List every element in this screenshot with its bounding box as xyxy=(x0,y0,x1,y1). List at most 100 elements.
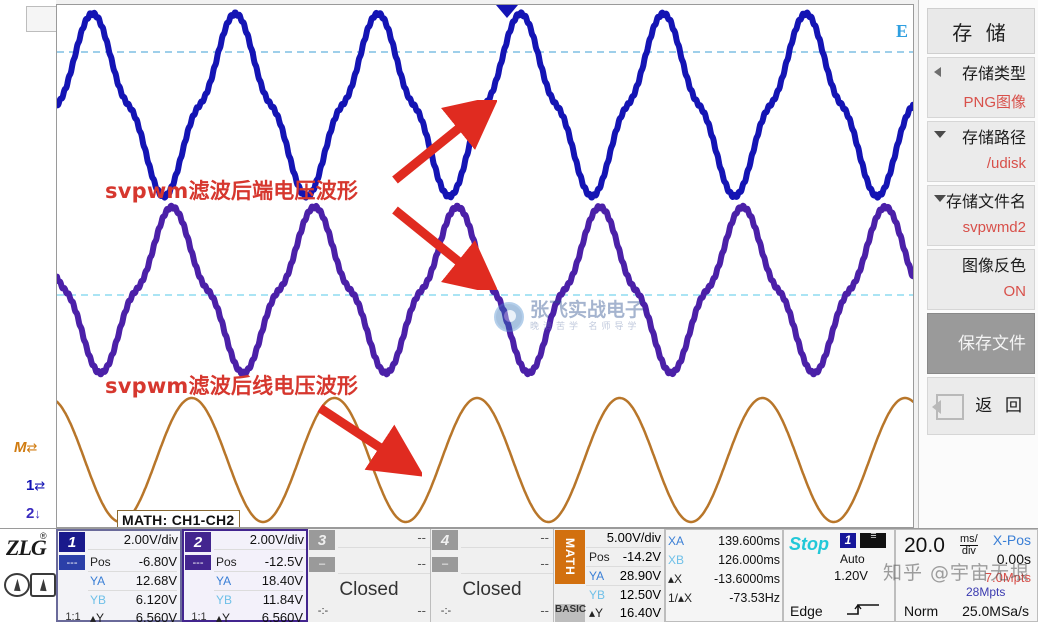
menu-item-invert-image[interactable]: 图像反色 ON xyxy=(927,249,1035,310)
channel-1-pos-row: Pos -6.80V xyxy=(88,553,177,572)
math-yb-value: 12.50V xyxy=(619,587,661,602)
channel-4-panel[interactable]: 4 -- – -- Closed -:- -- xyxy=(431,529,554,622)
trigger-panel[interactable]: Stop 1 ☰ Auto 1.20V Edge xyxy=(783,529,895,622)
menu-title: 存 储 xyxy=(927,8,1035,54)
trigger-time-marker-icon[interactable] xyxy=(496,5,518,18)
sample-rate: 25.0MSa/s xyxy=(962,603,1029,619)
channel-2-badge[interactable]: 2 xyxy=(185,532,211,552)
channel-4-badge[interactable]: 4 xyxy=(432,530,458,550)
channel-1-coupling-icon[interactable]: --- xyxy=(59,555,85,570)
channel-2-pos-value: -12.5V xyxy=(264,554,303,569)
annotation-phase-voltage: svpwm滤波后端电压波形 xyxy=(105,179,359,203)
menu-item-storage-path[interactable]: 存储路径 /udisk xyxy=(927,121,1035,182)
menu-item-save-file[interactable]: 保存文件 xyxy=(927,313,1035,374)
trigger-coupling-icon[interactable]: ☰ xyxy=(860,533,886,548)
ch1-position-marker[interactable]: 1⇄ xyxy=(26,478,45,493)
channel-1-yb-row: YB 6.120V xyxy=(88,591,177,609)
cursor-measurement-panel[interactable]: XA 139.600ms XB 126.000ms ▴X -13.6000ms … xyxy=(665,529,783,622)
math-pos-row: Pos -14.2V xyxy=(586,548,661,567)
ch1-marker-label: 1 xyxy=(26,477,35,494)
channel-2-ya-row: YA 18.40V xyxy=(214,572,303,591)
channel-1-ya-key: YA xyxy=(90,574,106,588)
channel-1-dy-value: 6.560V xyxy=(135,610,177,625)
cursor-xb-value: 126.000ms xyxy=(718,553,780,567)
channel-4-dy: -- xyxy=(540,603,549,619)
math-panel[interactable]: MATH 5.00V/div Pos -14.2V YA 28.90V YB 1… xyxy=(554,529,665,622)
timebase-unit-top: ms/ xyxy=(960,533,978,546)
rising-edge-icon[interactable] xyxy=(846,603,880,615)
menu-item-storage-type[interactable]: 存储类型 PNG图像 xyxy=(927,57,1035,118)
timebase-unit: ms/ div xyxy=(960,534,978,557)
touch-pointer-icon[interactable] xyxy=(4,573,30,597)
menu-item-file-name[interactable]: 存储文件名 svpwmd2 xyxy=(927,185,1035,246)
menu-item-back[interactable]: 返 回 xyxy=(927,377,1035,435)
cursor-dx-key: ▴X xyxy=(668,572,683,586)
channel-1-dy-row: ▴Y 6.560V xyxy=(88,609,177,627)
memory-depth[interactable]: 7.0Mpts xyxy=(984,570,1031,585)
math-dy-rows: ▴Y 16.40V xyxy=(586,604,664,622)
trigger-level[interactable]: 1.20V xyxy=(834,568,868,583)
channel-2-panel[interactable]: 2 2.00V/div --- Pos -12.5V YA 18.40V YB … xyxy=(182,529,308,625)
cursor-dx-row: ▴X -13.6000ms xyxy=(668,570,780,589)
menu-item-invert-image-value: ON xyxy=(1003,283,1027,300)
timebase-unit-bottom: div xyxy=(961,545,976,557)
channel-1-rows: Pos -6.80V YA 12.68V YB 6.120V xyxy=(88,553,180,609)
channel-1-yb-key: YB xyxy=(90,593,107,607)
trigger-type[interactable]: Edge xyxy=(790,603,823,619)
trigger-source-badge[interactable]: 1 xyxy=(840,533,856,548)
cursor-xa-row: XA 139.600ms xyxy=(668,532,780,551)
annotation-arrow-1 xyxy=(392,100,497,184)
acquisition-mode[interactable]: Norm xyxy=(904,603,939,619)
channel-3-panel[interactable]: 3 -- – -- Closed -:- -- xyxy=(308,529,431,622)
math-pos-key: Pos xyxy=(589,550,610,564)
timebase-value: 20.0 xyxy=(904,534,945,557)
math-scale-row: 5.00V/div xyxy=(586,529,661,548)
timebase-panel[interactable]: 20.0 ms/ div X-Pos 0.00s 7.0Mpts 28Mpts … xyxy=(895,529,1038,622)
channel-2-dy-rows: ▴Y 6.560V xyxy=(214,609,306,627)
xpos-label: X-Pos xyxy=(992,532,1031,548)
math-marker-label: M xyxy=(14,439,27,456)
screen-pointer-icon[interactable] xyxy=(30,573,56,597)
channel-3-coupling-icon[interactable]: – xyxy=(309,556,335,572)
math-pos-value: -14.2V xyxy=(622,549,661,564)
math-channel-marker[interactable]: M⇄ xyxy=(14,440,37,455)
channel-1-probe-ratio[interactable]: 1:1 xyxy=(65,611,81,623)
channel-1-panel[interactable]: 1 2.00V/div --- Pos -6.80V YA 12.68V YB … xyxy=(56,529,182,625)
edge-trigger-badge[interactable]: E xyxy=(895,21,908,41)
menu-item-file-name-label: 存储文件名 xyxy=(945,194,1026,211)
channel-4-coupling-icon[interactable]: – xyxy=(432,556,458,572)
channel-2-yb-key: YB xyxy=(216,593,233,607)
channel-1-yb-value: 6.120V xyxy=(135,592,177,607)
run-stop-status[interactable]: Stop xyxy=(789,534,829,554)
channel-2-ya-value: 18.40V xyxy=(261,573,303,588)
trigger-mode[interactable]: Auto xyxy=(840,552,865,566)
channel-2-dy-key: ▴Y xyxy=(216,611,231,625)
channel-4-probe-ratio[interactable]: -:- xyxy=(440,605,452,618)
waveform-display-area[interactable]: E svpwm滤波后端电压波形 svpwm滤波后线电压波形 MATH: CH1-… xyxy=(56,4,914,528)
channel-1-scale: 2.00V/div xyxy=(88,531,180,550)
math-badge[interactable]: MATH xyxy=(555,530,585,584)
math-marker-arrow-icon: ⇄ xyxy=(26,440,38,455)
math-dy-key: ▴Y xyxy=(589,606,604,620)
channel-2-probe-ratio[interactable]: 1:1 xyxy=(191,611,207,623)
channel-2-coupling-icon[interactable]: --- xyxy=(185,555,211,570)
ch1-marker-arrow-icon: ⇄ xyxy=(34,478,46,493)
memory-note: 28Mpts xyxy=(966,585,1006,599)
cursor-xa-value: 139.600ms xyxy=(718,534,780,548)
channel-4-pos: -- xyxy=(461,555,553,574)
channel-1-ya-row: YA 12.68V xyxy=(88,572,177,591)
channel-2-scale: 2.00V/div xyxy=(214,531,306,550)
channel-3-probe-ratio[interactable]: -:- xyxy=(317,605,329,618)
math-basic-badge: BASIC xyxy=(555,604,586,622)
waveform-trace-math xyxy=(57,396,913,524)
cursor-freq-row: 1/▴X -73.53Hz xyxy=(668,589,780,608)
ch2-position-marker[interactable]: 2↓ xyxy=(26,506,41,521)
cursor-dx-value: -13.6000ms xyxy=(713,572,780,586)
bottom-status-bar: ® ZLG 1 2.00V/div --- Pos -6.80V YA 12.6… xyxy=(0,528,1038,625)
math-dy-row: ▴Y 16.40V xyxy=(586,604,661,622)
ch2-marker-label: 2 xyxy=(26,505,35,522)
channel-1-badge[interactable]: 1 xyxy=(59,532,85,552)
math-yb-key: YB xyxy=(589,588,606,602)
menu-item-save-file-label: 保存文件 xyxy=(958,334,1026,353)
channel-3-badge[interactable]: 3 xyxy=(309,530,335,550)
